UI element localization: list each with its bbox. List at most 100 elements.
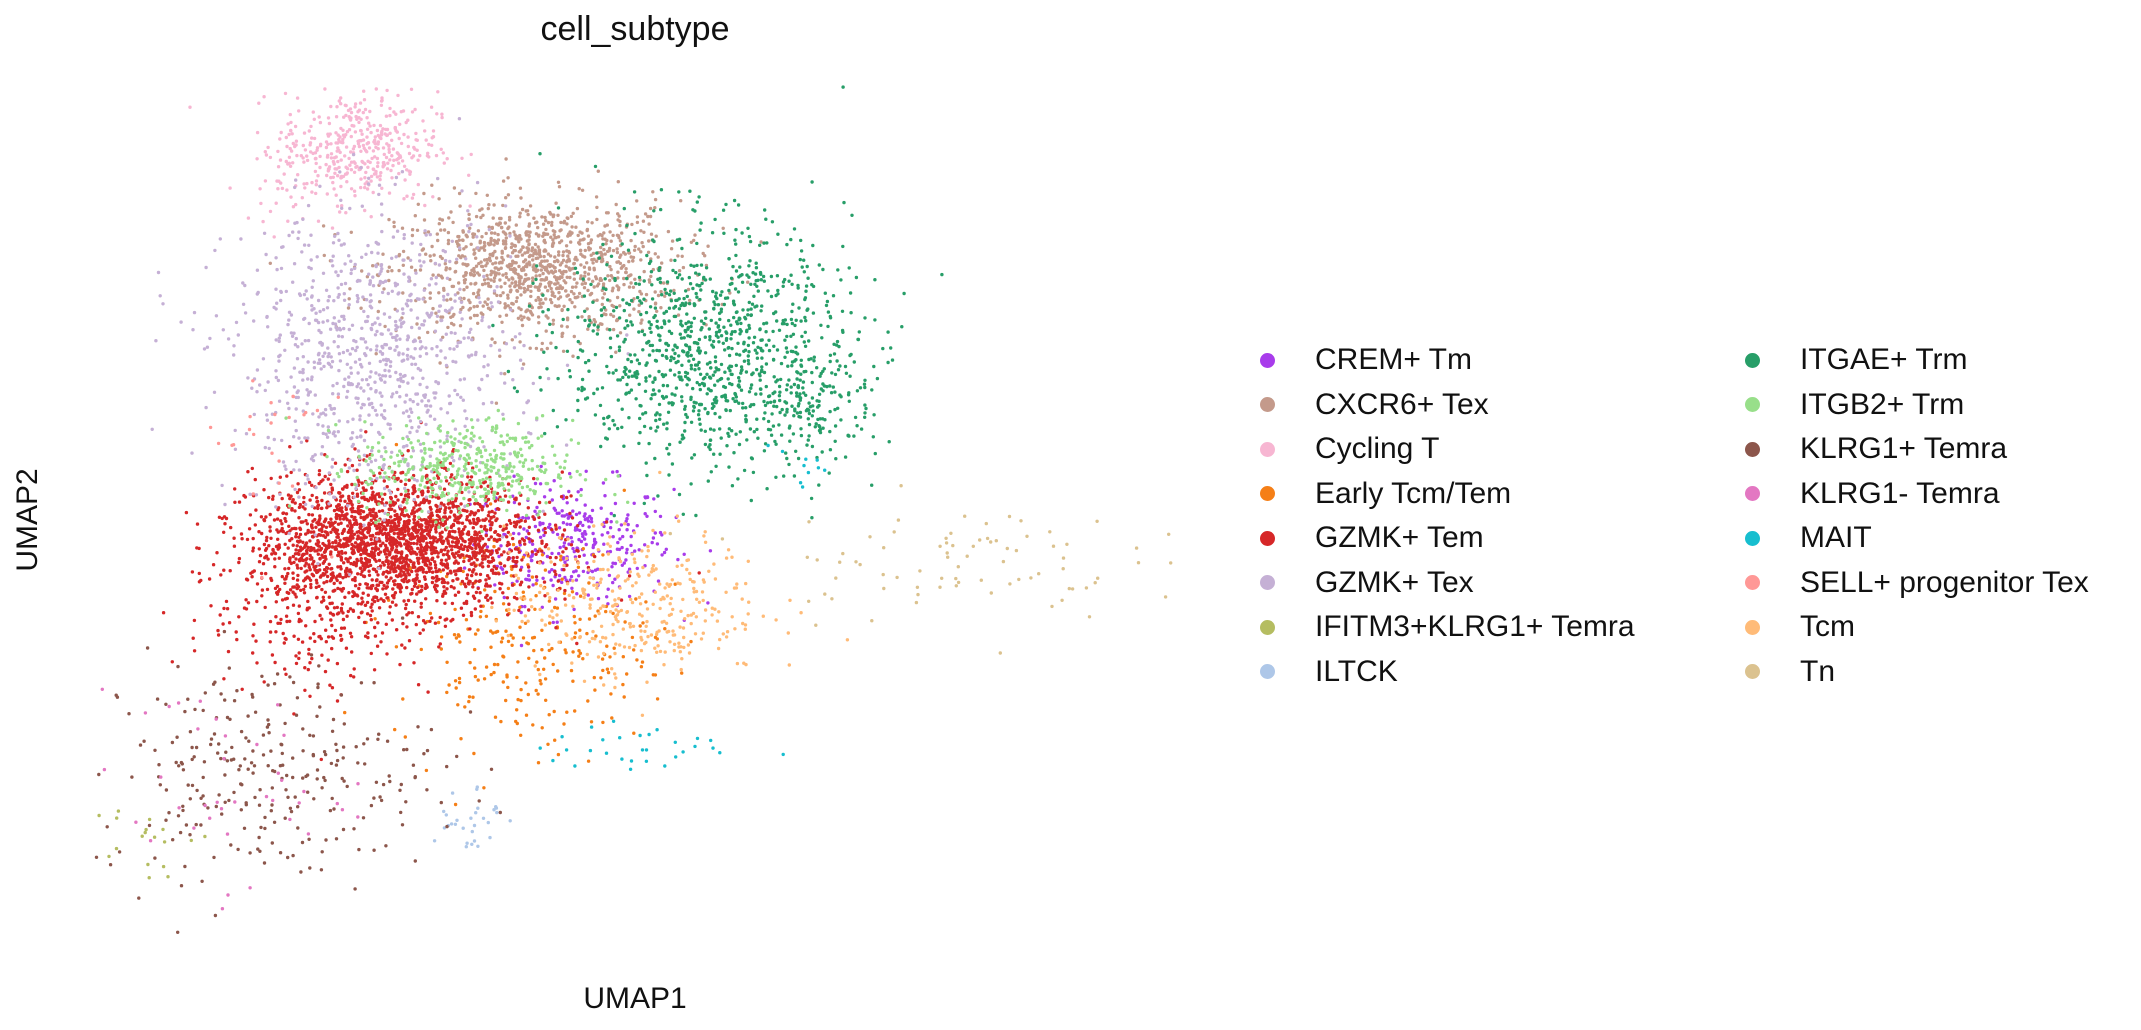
data-point: [653, 252, 657, 256]
data-point: [457, 243, 461, 247]
data-point: [556, 669, 560, 673]
data-point: [635, 566, 639, 571]
data-point: [466, 209, 470, 213]
data-point: [487, 227, 492, 232]
data-point: [373, 135, 377, 139]
data-point: [496, 662, 500, 667]
data-point: [332, 160, 336, 165]
data-point: [627, 251, 631, 255]
data-point: [412, 561, 416, 565]
data-point: [523, 604, 527, 609]
data-point: [474, 256, 478, 260]
data-point: [630, 635, 635, 640]
data-point: [601, 481, 606, 485]
data-point: [448, 569, 453, 573]
data-point: [429, 105, 434, 109]
data-point: [476, 516, 480, 521]
data-point: [547, 271, 551, 275]
data-point: [664, 547, 668, 551]
data-point: [374, 352, 378, 356]
data-point: [617, 547, 622, 552]
data-point: [548, 263, 553, 267]
data-point: [407, 151, 412, 156]
data-point: [369, 179, 373, 183]
data-point: [326, 477, 330, 481]
data-point: [618, 331, 623, 335]
data-point: [294, 139, 299, 143]
data-point: [555, 276, 560, 280]
data-point: [286, 493, 291, 497]
data-point: [359, 566, 363, 570]
data-point: [327, 352, 331, 356]
data-point: [329, 175, 333, 180]
data-point: [388, 552, 392, 556]
data-point: [596, 596, 601, 601]
data-point: [335, 149, 339, 153]
data-point: [376, 133, 380, 138]
data-point: [276, 149, 280, 154]
data-point: [313, 517, 317, 522]
data-point: [188, 105, 192, 109]
data-point: [573, 621, 577, 625]
data-point: [273, 551, 278, 556]
data-point: [579, 274, 583, 278]
data-point: [255, 157, 259, 161]
data-point: [377, 558, 382, 563]
data-point: [278, 492, 282, 496]
data-point: [561, 533, 565, 537]
data-point: [558, 295, 563, 299]
data-point: [335, 504, 339, 509]
data-point: [481, 557, 485, 561]
data-point: [398, 590, 403, 594]
data-point: [434, 527, 438, 531]
data-point: [584, 469, 588, 473]
data-point: [553, 597, 558, 601]
data-point: [472, 561, 476, 565]
data-point: [262, 542, 267, 547]
data-point: [301, 367, 305, 372]
data-point: [511, 536, 515, 541]
data-point: [521, 516, 525, 520]
data-point: [458, 310, 462, 314]
data-point: [626, 522, 630, 527]
data-point: [304, 624, 308, 628]
data-point: [503, 281, 507, 285]
data-point: [435, 232, 439, 236]
data-point: [435, 540, 439, 544]
data-point: [276, 378, 281, 383]
data-point: [511, 564, 515, 569]
data-point: [534, 575, 539, 579]
data-point: [635, 658, 639, 662]
data-point: [509, 574, 514, 578]
data-point: [387, 217, 391, 222]
data-point: [544, 297, 548, 301]
data-point: [526, 642, 531, 646]
data-point: [411, 399, 415, 404]
data-point: [408, 537, 412, 541]
data-point: [437, 197, 441, 201]
data-point: [543, 259, 547, 263]
data-point: [425, 385, 429, 389]
data-point: [304, 558, 308, 562]
data-point: [479, 260, 483, 264]
data-point: [433, 563, 438, 567]
data-point: [648, 214, 653, 219]
data-point: [525, 529, 529, 533]
data-point: [457, 234, 461, 239]
data-point: [356, 449, 361, 453]
data-point: [467, 695, 472, 699]
data-point: [436, 555, 440, 559]
data-point: [655, 309, 659, 313]
data-point: [622, 561, 626, 565]
data-point: [501, 654, 505, 658]
data-point: [532, 476, 536, 481]
data-point: [491, 571, 496, 575]
data-point: [340, 506, 344, 510]
data-point: [653, 290, 657, 294]
data-point: [441, 294, 446, 299]
data-point: [571, 546, 575, 551]
data-point: [330, 623, 334, 628]
data-point: [380, 509, 385, 513]
data-point: [298, 532, 303, 537]
data-point: [471, 582, 475, 586]
